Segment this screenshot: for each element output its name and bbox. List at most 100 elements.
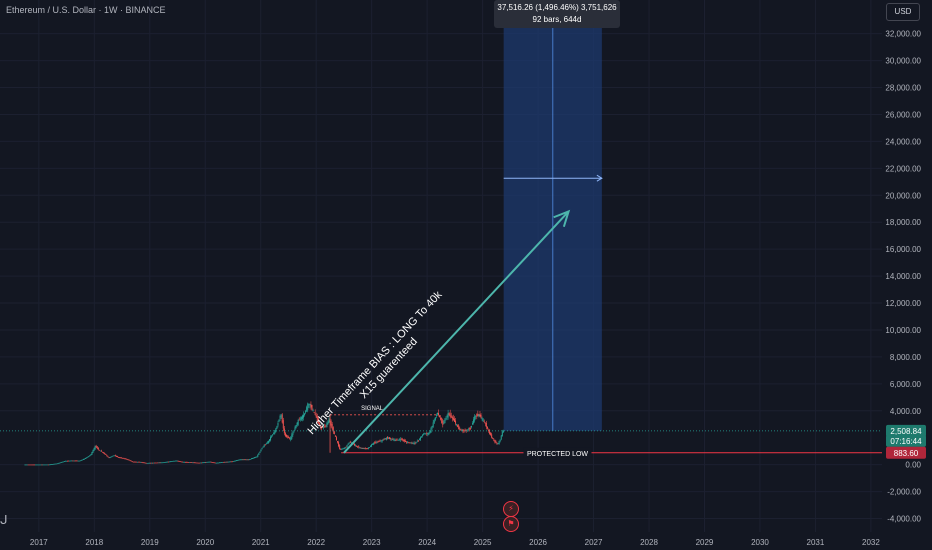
bias-arrowhead [553,209,571,228]
candle-body [86,457,88,459]
candle-body [222,462,224,463]
candle-body [427,433,429,435]
candle-body [397,439,399,441]
candle-body [51,464,53,465]
candle-body [253,457,255,459]
candle-body [173,460,175,462]
candle-body [200,462,202,464]
flag-icon[interactable]: ⚑ [503,516,519,532]
candle-body [291,434,293,439]
candle-body [340,448,342,450]
candle-body [155,462,157,464]
candle-body [481,418,483,420]
candle-body [226,461,228,463]
candle-body [402,440,404,441]
candle-body [484,422,486,424]
lightning-icon[interactable]: ⚡ [503,501,519,517]
candle-body [357,446,359,448]
candle-body [433,420,435,423]
candle-body [187,461,189,463]
candle-body [231,461,233,463]
protected-low-tag: 883.60 [894,449,919,458]
candle-body [444,419,446,423]
candle-body [290,437,292,440]
candle-body [393,439,395,441]
signal-label: SIGNAL [361,406,384,412]
candle-body [283,428,285,434]
candle-body [196,462,198,464]
candle-body [321,427,323,429]
measure-arrowhead [596,174,603,182]
current-price-tag: 2,508.84 [890,427,922,436]
candle-body [310,404,312,408]
candle-body [380,440,382,442]
x-tick-label: 2020 [196,538,214,547]
candle-body [270,437,272,441]
candle-body [178,461,180,462]
candle-body [164,462,166,463]
candle-body [35,464,37,466]
candle-body [312,410,314,411]
candle-body [189,462,191,463]
candle-body [203,462,205,464]
candle-body [216,462,218,464]
candle-body [442,420,444,425]
candle-body [102,451,104,453]
x-tick-label: 2026 [529,538,547,547]
candle-body [213,462,215,464]
candle-body [294,427,296,431]
measure-tool[interactable] [503,0,603,431]
currency-selector[interactable]: USD [886,3,920,21]
candle-body [385,437,387,440]
candle-body [468,428,470,430]
candle-body [147,462,149,464]
candle-body [138,461,140,463]
candle-body [338,442,340,447]
candle-body [144,462,146,464]
candle-body [121,457,123,459]
y-tick-label: 14,000.00 [885,272,921,281]
y-tick-label: 28,000.00 [885,84,921,93]
candle-body [293,430,295,432]
candle-body [425,433,427,435]
candle-body [446,416,448,418]
candle-body [73,460,75,462]
candle-body [108,457,110,459]
candle-body [183,461,185,463]
candle-body [202,462,204,464]
candle-body [501,431,503,437]
candle-body [105,454,107,455]
candle-body [268,439,270,442]
candle-body [358,446,360,448]
candle-body [130,460,132,462]
candle-body [354,443,356,446]
candle-body [54,463,56,465]
candle-body [249,459,251,460]
candle-body [31,464,33,466]
candle-body [44,464,46,466]
candle-body [131,461,133,463]
candle-body [272,434,274,436]
candle-body [320,426,322,428]
candle-body [280,415,282,417]
hook-icon[interactable]: ᒍ [0,513,8,527]
candle-body [160,462,162,464]
bias-arrow-line[interactable] [343,210,570,454]
candle-body [492,438,494,440]
candle-body [300,416,302,420]
candle-body [104,453,106,454]
y-tick-label: 30,000.00 [885,57,921,66]
candle-body [350,442,352,444]
time-axis[interactable]: 2017 2018 2019 2020 2021 2022 2023 2024 2025 2026… [0,532,932,550]
candle-body [472,423,474,425]
symbol-title[interactable]: Ethereum / U.S. Dollar · 1W · BINANCE [6,5,166,15]
price-axis[interactable]: 32,000.00 30,000.00 28,000.00 26,000.00 24,0… [882,0,932,550]
candle-body [356,446,358,447]
candle-body [429,431,431,433]
candle-body [281,414,283,423]
candle-body [302,414,304,418]
candle-body [193,462,195,464]
candle-body [171,461,173,462]
